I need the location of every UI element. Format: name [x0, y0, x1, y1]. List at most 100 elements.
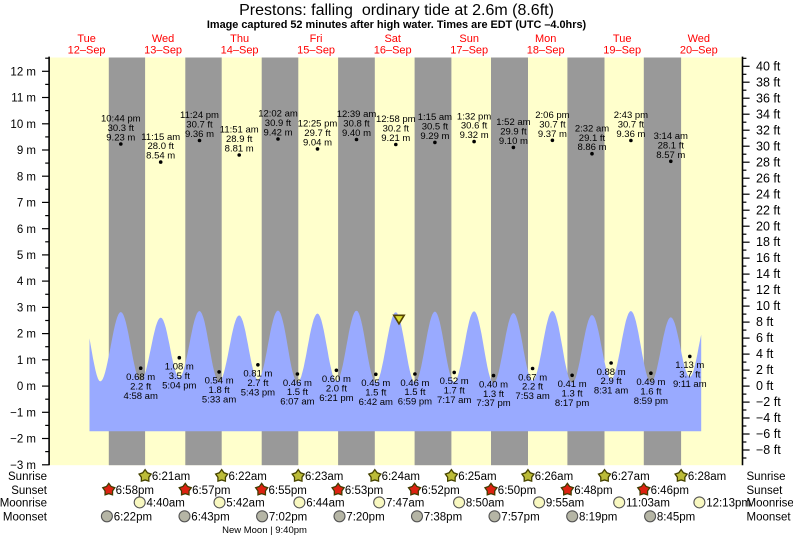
svg-text:7:17 am: 7:17 am [437, 395, 471, 406]
svg-text:Wed: Wed [152, 33, 174, 45]
svg-text:6:23am: 6:23am [305, 471, 343, 483]
svg-text:1 m: 1 m [17, 355, 36, 367]
svg-text:1.5 ft: 1.5 ft [365, 388, 386, 399]
svg-text:0.49 m: 0.49 m [636, 377, 665, 388]
svg-text:28.0 ft: 28.0 ft [147, 141, 174, 152]
svg-text:0.40 m: 0.40 m [479, 379, 508, 390]
svg-text:0.41 m: 0.41 m [558, 379, 587, 390]
svg-text:1.6 ft: 1.6 ft [640, 386, 661, 397]
svg-text:8 m: 8 m [17, 171, 36, 183]
svg-text:26 ft: 26 ft [756, 171, 781, 185]
svg-text:6:25am: 6:25am [458, 471, 496, 483]
svg-text:Fri: Fri [310, 33, 323, 45]
svg-text:12:39 am: 12:39 am [337, 109, 377, 120]
svg-text:9:11 am: 9:11 am [673, 379, 707, 390]
svg-text:5:42am: 5:42am [226, 498, 264, 510]
svg-text:6:44am: 6:44am [306, 498, 344, 510]
svg-text:4:40am: 4:40am [147, 498, 185, 510]
svg-text:6:53pm: 6:53pm [345, 485, 383, 497]
svg-text:1:15 am: 1:15 am [418, 112, 452, 123]
svg-text:11:15 am: 11:15 am [141, 132, 180, 143]
svg-text:8:17 pm: 8:17 pm [555, 398, 589, 409]
svg-text:0 ft: 0 ft [756, 379, 774, 393]
svg-text:Tue: Tue [77, 33, 96, 45]
svg-text:Moonrise: Moonrise [0, 498, 47, 510]
svg-text:28 ft: 28 ft [756, 155, 781, 169]
svg-text:30.6 ft: 30.6 ft [461, 121, 488, 132]
svg-text:−6 ft: −6 ft [756, 427, 781, 441]
svg-text:34 ft: 34 ft [756, 107, 781, 121]
svg-text:7:38pm: 7:38pm [424, 511, 462, 523]
svg-text:Image captured 52 minutes afte: Image captured 52 minutes after high wat… [207, 19, 587, 31]
svg-text:Tue: Tue [613, 33, 632, 45]
svg-text:12 m: 12 m [10, 66, 36, 78]
svg-text:14 ft: 14 ft [756, 267, 781, 281]
svg-text:6:43pm: 6:43pm [191, 511, 229, 523]
svg-text:3.5 ft: 3.5 ft [169, 371, 190, 382]
svg-text:16–Sep: 16–Sep [374, 45, 412, 57]
svg-text:16 ft: 16 ft [756, 251, 781, 265]
svg-text:1.3 ft: 1.3 ft [562, 389, 583, 400]
svg-text:Mon: Mon [535, 33, 556, 45]
svg-text:6:28am: 6:28am [688, 471, 726, 483]
svg-text:5:04 pm: 5:04 pm [162, 380, 196, 391]
svg-text:0.46 m: 0.46 m [400, 378, 429, 389]
svg-text:9.10 m: 9.10 m [499, 136, 528, 147]
svg-text:2 ft: 2 ft [756, 363, 774, 377]
svg-text:30.9 ft: 30.9 ft [265, 118, 292, 129]
svg-text:11 m: 11 m [11, 93, 36, 105]
svg-text:30 ft: 30 ft [756, 139, 781, 153]
svg-text:29.1 ft: 29.1 ft [579, 133, 606, 144]
svg-text:6:24am: 6:24am [382, 471, 420, 483]
svg-text:−1 m: −1 m [10, 407, 36, 419]
svg-text:9.04 m: 9.04 m [303, 137, 332, 148]
svg-text:4 ft: 4 ft [756, 347, 774, 361]
svg-text:9.23 m: 9.23 m [106, 133, 135, 144]
svg-text:12:58 pm: 12:58 pm [376, 114, 416, 125]
svg-text:6 m: 6 m [17, 224, 36, 236]
svg-text:9.32 m: 9.32 m [460, 130, 489, 141]
svg-text:30.7 ft: 30.7 ft [186, 120, 213, 131]
svg-text:2.2 ft: 2.2 ft [522, 382, 543, 393]
svg-text:2.9 ft: 2.9 ft [601, 376, 622, 387]
svg-text:0.81 m: 0.81 m [243, 369, 272, 380]
svg-text:1.08 m: 1.08 m [165, 362, 194, 373]
svg-text:Sunset: Sunset [11, 485, 48, 497]
svg-text:−2 m: −2 m [10, 434, 36, 446]
svg-text:6:21am: 6:21am [152, 471, 190, 483]
svg-text:1.13 m: 1.13 m [675, 360, 704, 371]
svg-text:30.5 ft: 30.5 ft [422, 122, 449, 133]
svg-text:5:43 pm: 5:43 pm [241, 387, 275, 398]
svg-text:15–Sep: 15–Sep [297, 45, 335, 57]
svg-text:−8 ft: −8 ft [756, 443, 781, 457]
svg-text:0.88 m: 0.88 m [597, 367, 626, 378]
svg-text:8:31 am: 8:31 am [594, 386, 628, 397]
svg-text:7:20pm: 7:20pm [346, 511, 384, 523]
svg-text:2.0 ft: 2.0 ft [326, 384, 347, 395]
svg-text:2:43 pm: 2:43 pm [614, 110, 648, 121]
svg-text:9.29 m: 9.29 m [420, 131, 449, 142]
svg-text:12:13pm: 12:13pm [706, 498, 751, 510]
svg-text:Wed: Wed [688, 33, 710, 45]
svg-text:22 ft: 22 ft [756, 203, 781, 217]
svg-text:6:52pm: 6:52pm [421, 485, 459, 497]
svg-text:3 m: 3 m [17, 303, 36, 315]
svg-text:7:47am: 7:47am [386, 498, 424, 510]
svg-text:1.8 ft: 1.8 ft [209, 385, 230, 396]
svg-text:11:24 pm: 11:24 pm [180, 110, 219, 121]
svg-text:14–Sep: 14–Sep [221, 45, 259, 57]
svg-text:8:19pm: 8:19pm [579, 511, 617, 523]
svg-text:New Moon | 9:40pm: New Moon | 9:40pm [222, 525, 307, 536]
svg-text:Sunset: Sunset [747, 485, 784, 497]
svg-text:0.54 m: 0.54 m [205, 376, 234, 387]
svg-text:13–Sep: 13–Sep [144, 45, 182, 57]
svg-text:12:02 am: 12:02 am [258, 109, 298, 120]
svg-text:30.8 ft: 30.8 ft [343, 119, 370, 130]
svg-text:6:46pm: 6:46pm [651, 485, 689, 497]
svg-text:7:02pm: 7:02pm [269, 511, 307, 523]
svg-text:2:06 pm: 2:06 pm [535, 110, 569, 121]
svg-text:2:32 am: 2:32 am [575, 123, 609, 134]
svg-text:−3 m: −3 m [10, 460, 36, 472]
svg-text:8:45pm: 8:45pm [657, 511, 695, 523]
svg-text:6:59 pm: 6:59 pm [398, 397, 432, 408]
